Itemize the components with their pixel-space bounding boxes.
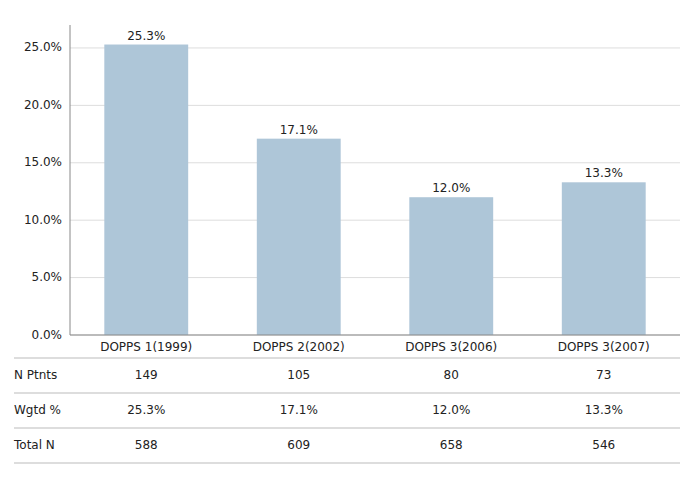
table-cell: 73 <box>596 368 611 382</box>
y-tick-label: 10.0% <box>24 213 62 227</box>
table-cell: 13.3% <box>585 403 623 417</box>
data-label: 13.3% <box>585 166 623 180</box>
table-rule <box>14 428 680 429</box>
chart: 0.0% 5.0% 10.0% 15.0% 20.0% 25.0% 25.3% 17.1% 12… <box>0 0 700 500</box>
y-axis-line <box>70 25 71 335</box>
y-tick-label: 15.0% <box>24 155 62 169</box>
grid-line <box>70 335 680 336</box>
table-row-label: Total N <box>13 438 55 452</box>
x-axis-line <box>70 335 680 336</box>
table-cell: 546 <box>592 438 615 452</box>
table-row-label: N Ptnts <box>14 368 57 382</box>
table-cell: 588 <box>135 438 158 452</box>
bar <box>562 182 646 335</box>
table-cell: 80 <box>444 368 459 382</box>
table-cell: 658 <box>440 438 463 452</box>
bar <box>257 139 341 335</box>
bar <box>104 45 188 335</box>
bar <box>409 197 493 335</box>
y-tick-label: 25.0% <box>24 40 62 54</box>
table-cell: 17.1% <box>280 403 318 417</box>
table-cell: 149 <box>135 368 158 382</box>
y-tick-label: 5.0% <box>32 270 63 284</box>
x-tick-label: DOPPS 3(2006) <box>405 340 497 354</box>
table-rule <box>14 393 680 394</box>
data-label: 12.0% <box>432 181 470 195</box>
x-tick-label: DOPPS 3(2007) <box>558 340 650 354</box>
table-cell: 609 <box>287 438 310 452</box>
table-row-label: Wgtd % <box>14 403 61 417</box>
table-rule <box>14 358 680 359</box>
data-label: 25.3% <box>127 29 165 43</box>
x-tick-label: DOPPS 1(1999) <box>100 340 192 354</box>
table: N Ptnts 149 105 80 73 Wgtd % 25.3% 17.1% 12.0% 13… <box>13 358 680 463</box>
bars <box>104 45 645 335</box>
x-tick-label: DOPPS 2(2002) <box>253 340 345 354</box>
data-label: 17.1% <box>280 123 318 137</box>
y-tick-label: 20.0% <box>24 98 62 112</box>
table-cell: 105 <box>287 368 310 382</box>
y-tick-label: 0.0% <box>32 328 63 342</box>
table-rule <box>14 463 680 464</box>
table-cell: 12.0% <box>432 403 470 417</box>
table-cell: 25.3% <box>127 403 165 417</box>
